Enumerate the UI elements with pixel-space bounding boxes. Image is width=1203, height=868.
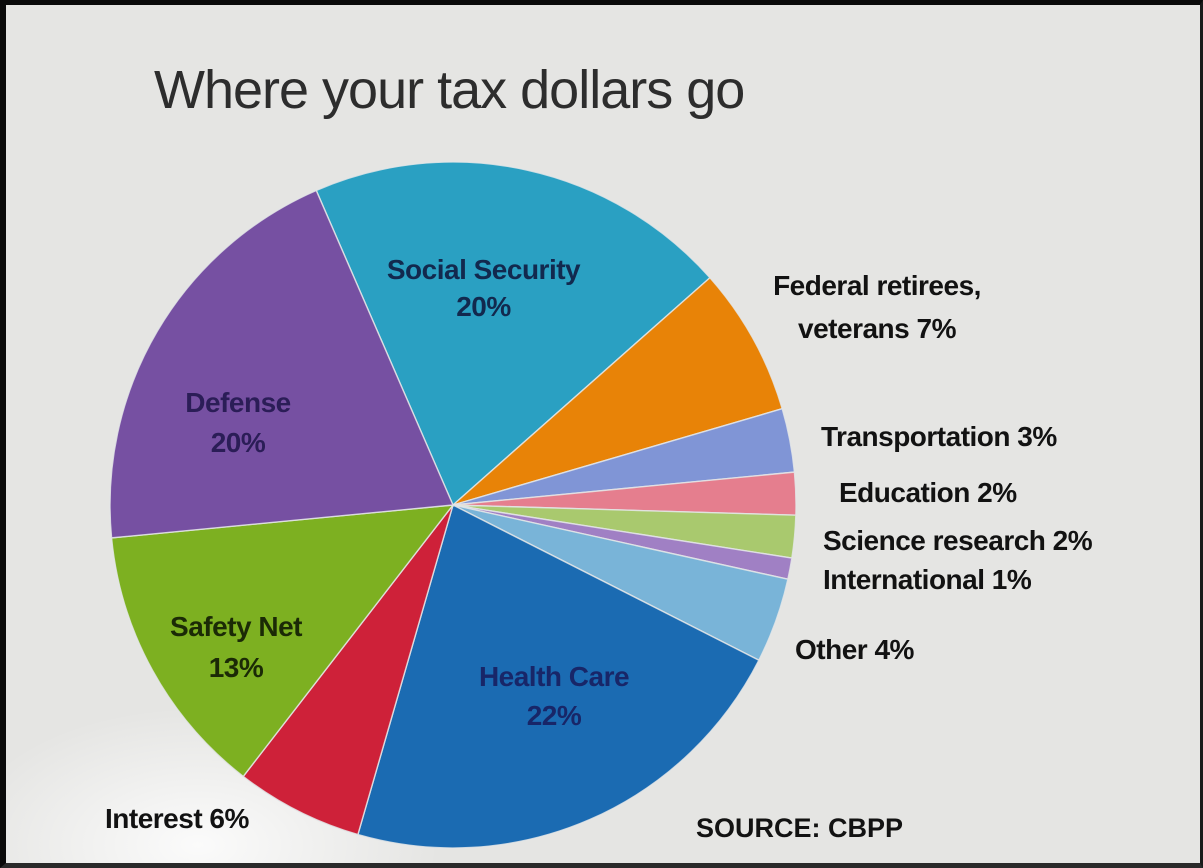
page-title: Where your tax dollars go xyxy=(154,60,745,120)
slice-label-name: Health Care xyxy=(478,661,630,692)
slice-label-other: Other 4% xyxy=(795,634,914,665)
slice-label-international: International 1% xyxy=(823,564,1032,595)
pie-chart-svg xyxy=(109,161,797,849)
slice-label-education: Education 2% xyxy=(839,477,1017,508)
slice-label-name: Safety Net xyxy=(170,611,302,642)
slice-label-federal-retirees: Federal retirees, veterans 7% xyxy=(759,264,995,350)
slice-label-transportation: Transportation 3% xyxy=(821,421,1057,452)
pie-slice-health-care xyxy=(357,504,760,849)
slice-label-social-security: Social Security 20% xyxy=(336,251,631,325)
pie-slice-social-security xyxy=(315,161,711,506)
source-credit: SOURCE: CBPP xyxy=(696,813,904,843)
pie-slice-federal-retirees-veterans xyxy=(452,277,783,506)
slice-label-name: Social Security xyxy=(386,254,581,285)
slice-label-line2: veterans 7% xyxy=(798,313,956,344)
pie-slice-interest xyxy=(242,504,454,836)
slice-label-percent: 22% xyxy=(526,700,582,731)
slice-label-percent: 20% xyxy=(456,291,511,322)
slice-label-health-care: Health Care 22% xyxy=(454,657,654,735)
slice-label-percent: 13% xyxy=(208,652,264,683)
pie-slice-safety-net xyxy=(110,504,454,778)
slice-label-line1: Federal retirees, xyxy=(773,270,981,301)
slice-label-percent: 20% xyxy=(210,427,266,458)
slice-label-name: Defense xyxy=(185,387,291,418)
slice-label-interest: Interest 6% xyxy=(105,803,249,834)
slice-label-safety-net: Safety Net 13% xyxy=(136,606,336,688)
pie-slice-defense xyxy=(109,189,454,539)
slice-label-defense: Defense 20% xyxy=(138,383,338,463)
slice-label-science-research: Science research 2% xyxy=(823,525,1093,556)
